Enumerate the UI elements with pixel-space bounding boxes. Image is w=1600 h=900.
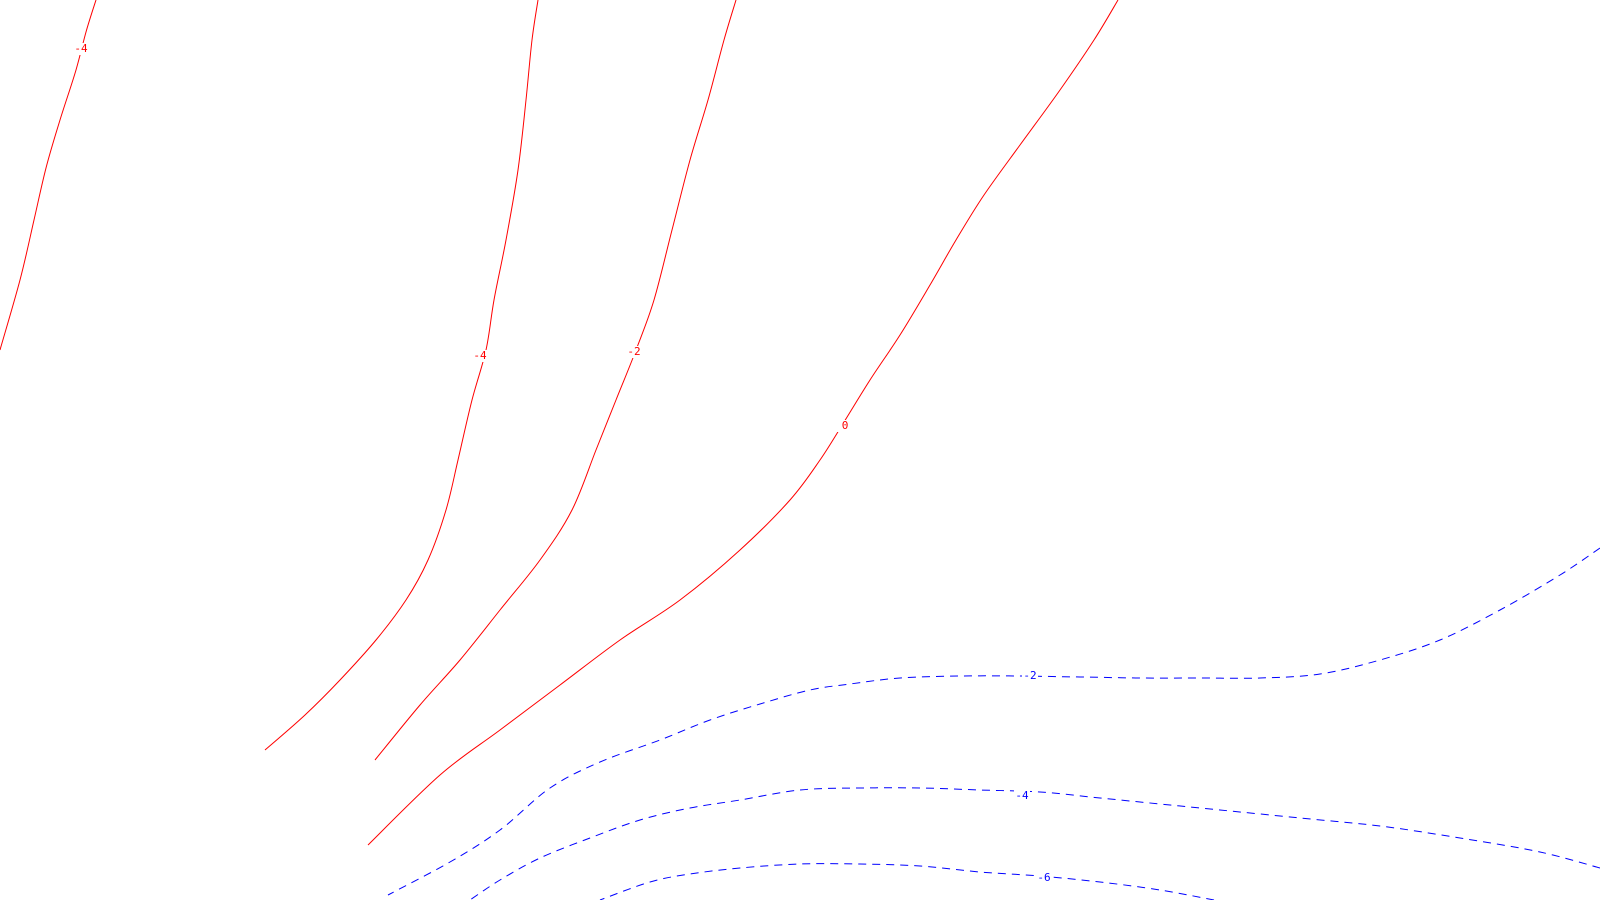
contour-line-4 [387, 547, 1600, 896]
contour-line-2 [374, 0, 737, 761]
contour-label-bg-6 [1036, 872, 1052, 884]
contour-label-6: -6 [1037, 871, 1050, 884]
contour-labels: -4 -4 -2 0 -2 -4 -6 [73, 42, 1052, 884]
contour-label-0: -4 [74, 42, 88, 55]
contour-label-2: -2 [627, 345, 640, 358]
contour-label-bg-2 [626, 346, 642, 358]
contour-line-5 [469, 787, 1600, 900]
contour-label-bg-4 [1022, 670, 1038, 682]
contour-line-3 [367, 0, 1119, 846]
contour-label-1: -4 [473, 349, 487, 362]
contour-label-5: -4 [1015, 789, 1029, 802]
contour-line-0 [0, 0, 97, 351]
contour-line-1 [264, 0, 539, 751]
contour-label-4: -2 [1023, 669, 1036, 682]
contour-label-3: 0 [842, 419, 849, 432]
contour-line-6 [599, 863, 1215, 900]
contour-label-bg-5 [1014, 790, 1030, 802]
contour-label-bg-3 [837, 420, 853, 432]
contour-label-bg-0 [73, 43, 89, 55]
contour-label-bg-1 [472, 350, 488, 362]
